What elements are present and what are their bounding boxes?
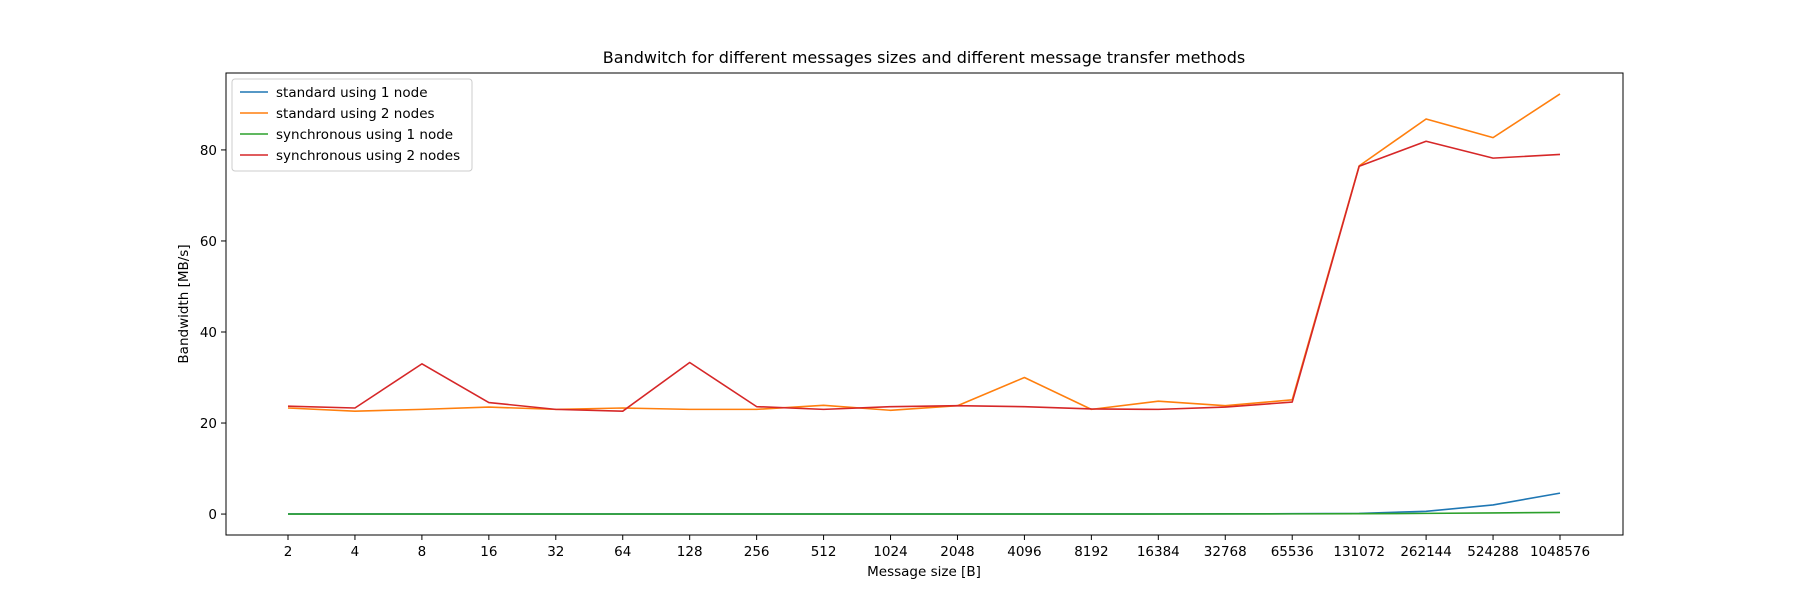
legend-label: synchronous using 2 nodes <box>276 148 460 164</box>
legend-label: standard using 2 nodes <box>276 106 435 122</box>
y-tick-label: 40 <box>200 325 217 341</box>
plot-frame <box>225 72 1624 536</box>
x-tick-label: 64 <box>614 544 631 560</box>
x-tick-label: 16 <box>480 544 497 560</box>
plot-area <box>225 72 1624 536</box>
series-line-1 <box>288 492 1561 515</box>
x-tick-label: 262144 <box>1400 544 1452 560</box>
legend-label: standard using 1 node <box>276 85 428 101</box>
series-line-2 <box>287 93 1561 412</box>
x-tick-label: 128 <box>677 544 703 560</box>
x-tick-label: 131072 <box>1333 544 1385 560</box>
x-tick-label: 32 <box>547 544 564 560</box>
legend-label: synchronous using 1 node <box>276 127 453 143</box>
series-line-3 <box>288 511 1561 515</box>
x-tick-label: 32768 <box>1204 544 1247 560</box>
y-axis-ticks: 0 20 40 60 80 <box>200 143 226 523</box>
x-tick-label: 256 <box>744 544 770 560</box>
x-axis-label: Message size [B] <box>867 564 981 580</box>
y-tick-label: 60 <box>200 234 217 250</box>
x-tick-label: 2 <box>284 544 293 560</box>
legend-box <box>231 78 473 172</box>
y-axis-label: Bandwidth [MB/s] <box>176 244 192 363</box>
x-tick-label: 512 <box>811 544 837 560</box>
x-tick-label: 524288 <box>1467 544 1519 560</box>
x-tick-label: 65536 <box>1271 544 1314 560</box>
x-axis-ticks: 2 4 8 16 32 64 128 256 512 1024 2048 4096 8192 16384 3… <box>284 535 1590 560</box>
x-tick-label: 4 <box>351 544 360 560</box>
x-tick-label: 16384 <box>1137 544 1180 560</box>
y-tick-label: 20 <box>200 416 217 432</box>
legend: standard using 1 node standard using 2 no… <box>231 78 473 172</box>
x-tick-label: 8 <box>418 544 427 560</box>
x-tick-label: 1048576 <box>1530 544 1590 560</box>
x-tick-label: 2048 <box>940 544 974 560</box>
x-tick-label: 8192 <box>1074 544 1108 560</box>
y-tick-label: 0 <box>208 507 217 523</box>
chart-title: Bandwitch for different messages sizes a… <box>603 48 1245 67</box>
series-layer <box>287 93 1561 515</box>
series-line-4 <box>287 140 1561 412</box>
x-tick-label: 1024 <box>873 544 907 560</box>
x-tick-label: 4096 <box>1007 544 1041 560</box>
y-tick-label: 80 <box>200 143 217 159</box>
